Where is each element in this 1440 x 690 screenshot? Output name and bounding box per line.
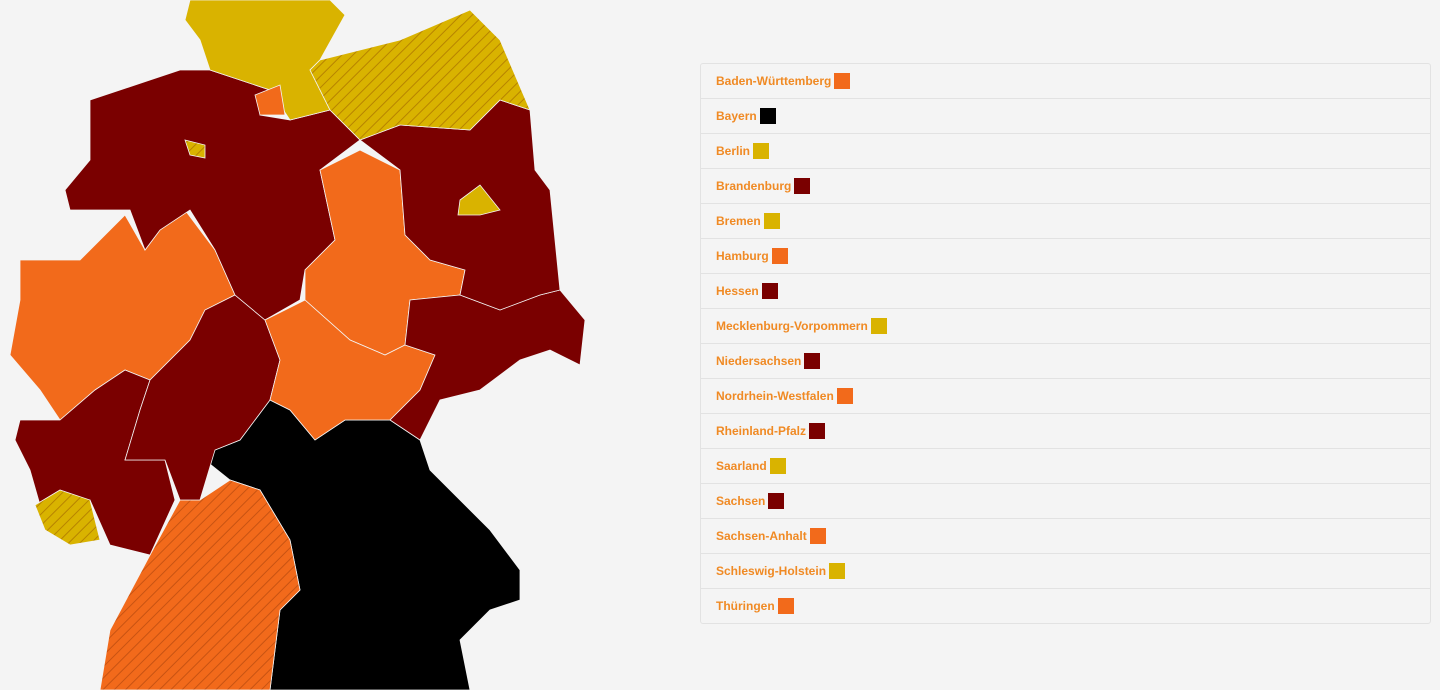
state-row[interactable]: Brandenburg: [701, 168, 1430, 203]
state-row[interactable]: Hamburg: [701, 238, 1430, 273]
state-name: Hamburg: [716, 249, 769, 263]
state-name: Bremen: [716, 214, 761, 228]
color-swatch: [763, 213, 780, 229]
color-swatch: [870, 318, 887, 334]
state-row[interactable]: Baden-Württemberg: [701, 64, 1430, 98]
color-swatch: [836, 388, 853, 404]
state-region[interactable]: [184, 139, 206, 159]
state-list: Baden-Württemberg Bayern Berlin Brandenburg…: [700, 63, 1431, 624]
state-name: Berlin: [716, 144, 751, 158]
color-swatch: [804, 353, 821, 369]
state-row[interactable]: Nordrhein-Westfalen: [701, 378, 1430, 413]
state-row[interactable]: Bremen: [701, 203, 1430, 238]
color-swatch: [829, 563, 846, 579]
state-row[interactable]: Saarland: [701, 448, 1430, 483]
color-swatch: [771, 248, 788, 264]
state-region[interactable]: [254, 84, 286, 116]
state-region[interactable]: [34, 489, 101, 546]
color-swatch: [753, 143, 770, 159]
state-name: Rheinland-Pfalz: [716, 424, 807, 438]
state-name: Sachsen: [716, 494, 766, 508]
state-name: Baden-Württemberg: [716, 74, 832, 88]
state-row[interactable]: Niedersachsen: [701, 343, 1430, 378]
state-row[interactable]: Thüringen: [701, 588, 1430, 623]
state-name: Niedersachsen: [716, 354, 802, 368]
state-region[interactable]: [309, 9, 531, 141]
state-region[interactable]: [14, 369, 176, 556]
state-row[interactable]: Sachsen: [701, 483, 1430, 518]
state-row[interactable]: Rheinland-Pfalz: [701, 413, 1430, 448]
color-swatch: [794, 178, 811, 194]
state-name: Thüringen: [716, 599, 775, 613]
state-row[interactable]: Berlin: [701, 133, 1430, 168]
color-swatch: [768, 493, 785, 509]
state-region[interactable]: [184, 0, 346, 121]
state-row[interactable]: Sachsen-Anhalt: [701, 518, 1430, 553]
state-name: Saarland: [716, 459, 767, 473]
state-row[interactable]: Hessen: [701, 273, 1430, 308]
map: [9, 0, 586, 690]
color-swatch: [809, 423, 826, 439]
state-name: Nordrhein-Westfalen: [716, 389, 834, 403]
state-name: Bayern: [716, 109, 757, 123]
state-name: Sachsen-Anhalt: [716, 529, 807, 543]
state-name: Brandenburg: [716, 179, 792, 193]
state-region[interactable]: [457, 184, 501, 216]
state-region[interactable]: [99, 479, 301, 690]
color-swatch: [759, 108, 776, 124]
state-row[interactable]: Bayern: [701, 98, 1430, 133]
state-region[interactable]: [264, 299, 436, 441]
state-name: Hessen: [716, 284, 759, 298]
state-name: Schleswig-Holstein: [716, 564, 827, 578]
color-swatch: [769, 458, 786, 474]
state-row[interactable]: Mecklenburg-Vorpommern: [701, 308, 1430, 343]
color-swatch: [809, 528, 826, 544]
color-swatch: [834, 73, 851, 89]
color-swatch: [777, 598, 794, 614]
state-row[interactable]: Schleswig-Holstein: [701, 553, 1430, 588]
color-swatch: [761, 283, 778, 299]
state-name: Mecklenburg-Vorpommern: [716, 319, 868, 333]
